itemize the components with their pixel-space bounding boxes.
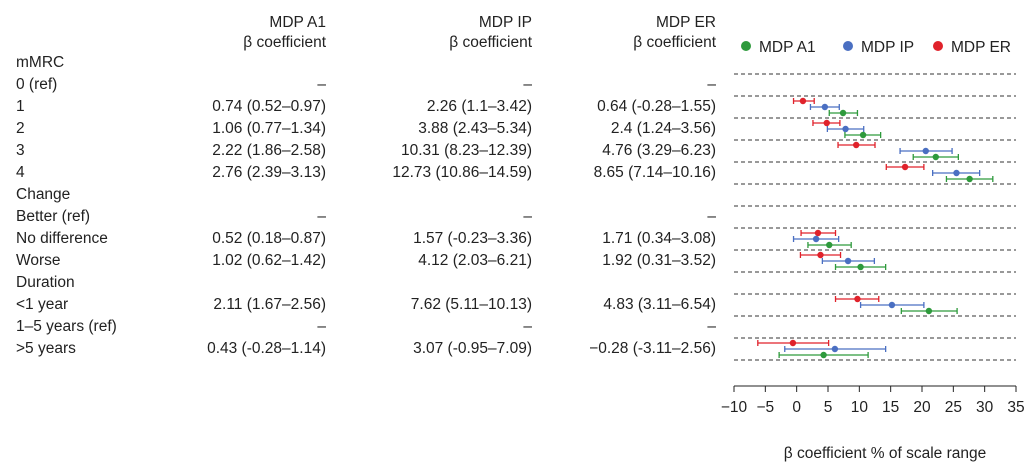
x-tick-label: 35	[1007, 399, 1024, 416]
data-point	[817, 251, 824, 259]
table-cell: –	[317, 208, 326, 225]
table-cell: 3.88 (2.43–5.34)	[418, 120, 532, 137]
table-cell: 4.76 (3.29–6.23)	[602, 142, 716, 159]
column-header-subtitle: β coefficient	[243, 34, 326, 51]
table-cell: 2.11 (1.67–2.56)	[213, 296, 326, 313]
x-tick-label: −10	[721, 399, 748, 416]
row-label: >5 years	[16, 340, 76, 357]
legend-marker	[843, 41, 853, 51]
legend-label: MDP A1	[759, 39, 816, 56]
column-header-title: MDP IP	[478, 14, 532, 31]
table-cell: –	[317, 76, 326, 93]
table-cell: 1.06 (0.77–1.34)	[212, 120, 326, 137]
x-tick-label: 30	[976, 399, 994, 416]
data-point	[853, 141, 860, 149]
data-point	[821, 103, 829, 111]
x-tick-label: −5	[756, 399, 774, 416]
table-cell: 1.57 (-0.23–3.36)	[413, 230, 532, 247]
data-point	[932, 153, 939, 161]
x-axis-title: β coefficient % of scale range	[784, 445, 987, 462]
row-label: mMRC	[16, 54, 65, 71]
table-cell: –	[317, 318, 326, 335]
data-point	[857, 263, 864, 271]
table-cell: 4.12 (2.03–6.21)	[418, 252, 532, 269]
table-cell: –	[523, 208, 532, 225]
data-point	[814, 229, 822, 237]
table-cell: –	[707, 208, 716, 225]
row-label: No difference	[16, 230, 108, 247]
data-point	[859, 131, 867, 139]
x-tick-label: 15	[882, 399, 899, 416]
table-cell: 2.76 (2.39–3.13)	[212, 164, 326, 181]
table-cell: 1.02 (0.62–1.42)	[212, 252, 326, 269]
column-header-title: MDP A1	[269, 14, 326, 31]
data-point	[820, 351, 827, 359]
row-label: Worse	[16, 252, 61, 269]
row-label: 4	[16, 164, 25, 181]
data-point	[925, 307, 933, 315]
row-label: 1	[16, 98, 25, 115]
row-label: Better (ref)	[16, 208, 91, 225]
table-cell: 10.31 (8.23–12.39)	[401, 142, 532, 159]
legend-label: MDP ER	[951, 39, 1011, 56]
row-label: 0 (ref)	[16, 76, 58, 93]
row-label: 3	[16, 142, 25, 159]
data-point	[854, 295, 861, 303]
row-label: 2	[16, 120, 25, 137]
table-cell: 1.92 (0.31–3.52)	[602, 252, 716, 269]
table-cell: 7.62 (5.11–10.13)	[410, 296, 532, 313]
data-point	[789, 339, 797, 347]
data-point	[901, 163, 909, 171]
column-header-subtitle: β coefficient	[449, 34, 532, 51]
table-cell: 1.71 (0.34–3.08)	[602, 230, 716, 247]
row-label: Change	[16, 186, 71, 203]
column-header-mdp-ip: MDP IP β coefficient	[372, 13, 532, 53]
x-tick-label: 20	[913, 399, 931, 416]
table-cell: 3.07 (-0.95–7.09)	[413, 340, 532, 357]
table-cell: 4.83 (3.11–6.54)	[603, 296, 716, 313]
data-point	[831, 345, 839, 353]
table-cell: 8.65 (7.14–10.16)	[593, 164, 716, 181]
data-point	[844, 257, 852, 265]
data-point	[888, 301, 896, 309]
table-cell: –	[707, 76, 716, 93]
table-cell: 0.52 (0.18–0.87)	[212, 230, 326, 247]
data-point	[823, 119, 830, 127]
column-header-title: MDP ER	[655, 14, 716, 31]
column-header-subtitle: β coefficient	[633, 34, 716, 51]
data-point	[922, 147, 929, 155]
data-point	[953, 169, 960, 177]
data-point	[812, 235, 820, 243]
data-point	[966, 175, 973, 183]
data-point	[826, 241, 833, 249]
table-cell: 2.22 (1.86–2.58)	[212, 142, 326, 159]
table-cell: –	[523, 318, 532, 335]
x-tick-label: 25	[945, 399, 962, 416]
table-cell: 0.64 (-0.28–1.55)	[597, 98, 716, 115]
data-point	[839, 109, 847, 117]
table-cell: 12.73 (10.86–14.59)	[392, 164, 532, 181]
x-tick-label: 5	[824, 399, 833, 416]
table-cell: 2.4 (1.24–3.56)	[610, 120, 716, 137]
table-cell: 0.43 (-0.28–1.14)	[207, 340, 326, 357]
column-header-mdp-er: MDP ER β coefficient	[556, 13, 716, 53]
data-point	[799, 97, 807, 105]
table-cell: −0.28 (-3.11–2.56)	[589, 340, 716, 357]
x-tick-label: 0	[792, 399, 801, 416]
row-label: 1–5 years (ref)	[16, 318, 117, 335]
row-label: Duration	[16, 274, 75, 291]
table-cell: 0.74 (0.52–0.97)	[212, 98, 326, 115]
table-cell: –	[523, 76, 532, 93]
legend-marker	[741, 41, 751, 51]
legend-marker	[933, 41, 943, 51]
column-header-mdp-a1: MDP A1 β coefficient	[168, 13, 326, 53]
data-point	[842, 125, 849, 133]
table-cell: –	[707, 318, 716, 335]
x-tick-label: 10	[851, 399, 869, 416]
legend-label: MDP IP	[861, 39, 914, 56]
row-label: <1 year	[16, 296, 69, 313]
table-cell: 2.26 (1.1–3.42)	[426, 98, 532, 115]
